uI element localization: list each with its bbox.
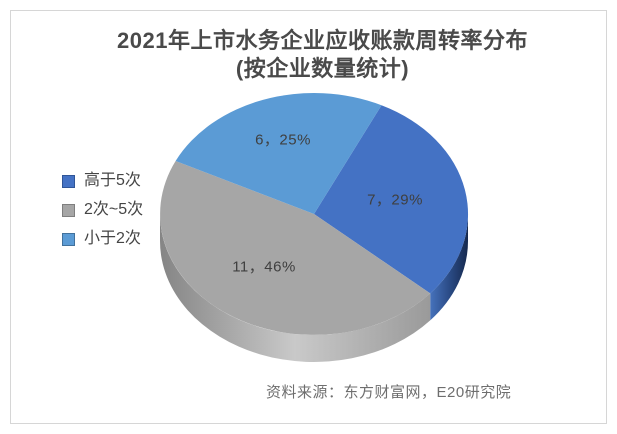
chart-title-line2: (按企业数量统计) [235,56,410,81]
pie-slice-1[interactable] [160,161,431,335]
legend-swatch-icon [62,232,75,246]
legend-item-2[interactable]: 小于2次 [62,230,143,248]
legend-item-0[interactable]: 高于5次 [62,172,143,190]
pie-slice-0[interactable] [314,105,469,294]
legend-label: 小于2次 [84,230,141,247]
legend-label: 高于5次 [84,172,141,189]
pie-slice-2[interactable] [175,92,382,214]
legend: 高于5次 2次~5次小于2次 [62,172,143,248]
source-note: 资料来源：东方财富网，E20研究院 [266,384,512,401]
chart-title: 2021年上市水务企业应收账款周转率分布 (按企业数量统计) [28,27,617,83]
pie-wall-0 [430,214,468,321]
data-label-2: 6，25% [255,131,311,149]
legend-item-1[interactable]: 2次~5次 [62,201,143,219]
data-label-1: 11，46% [232,258,296,276]
chart-title-line1: 2021年上市水务企业应收账款周转率分布 [117,28,528,53]
legend-swatch-icon [62,203,75,217]
legend-label: 2次~5次 [84,201,144,218]
legend-swatch-icon [62,174,75,188]
data-label-0: 7，29% [367,191,423,209]
pie-wall-1 [160,214,431,362]
